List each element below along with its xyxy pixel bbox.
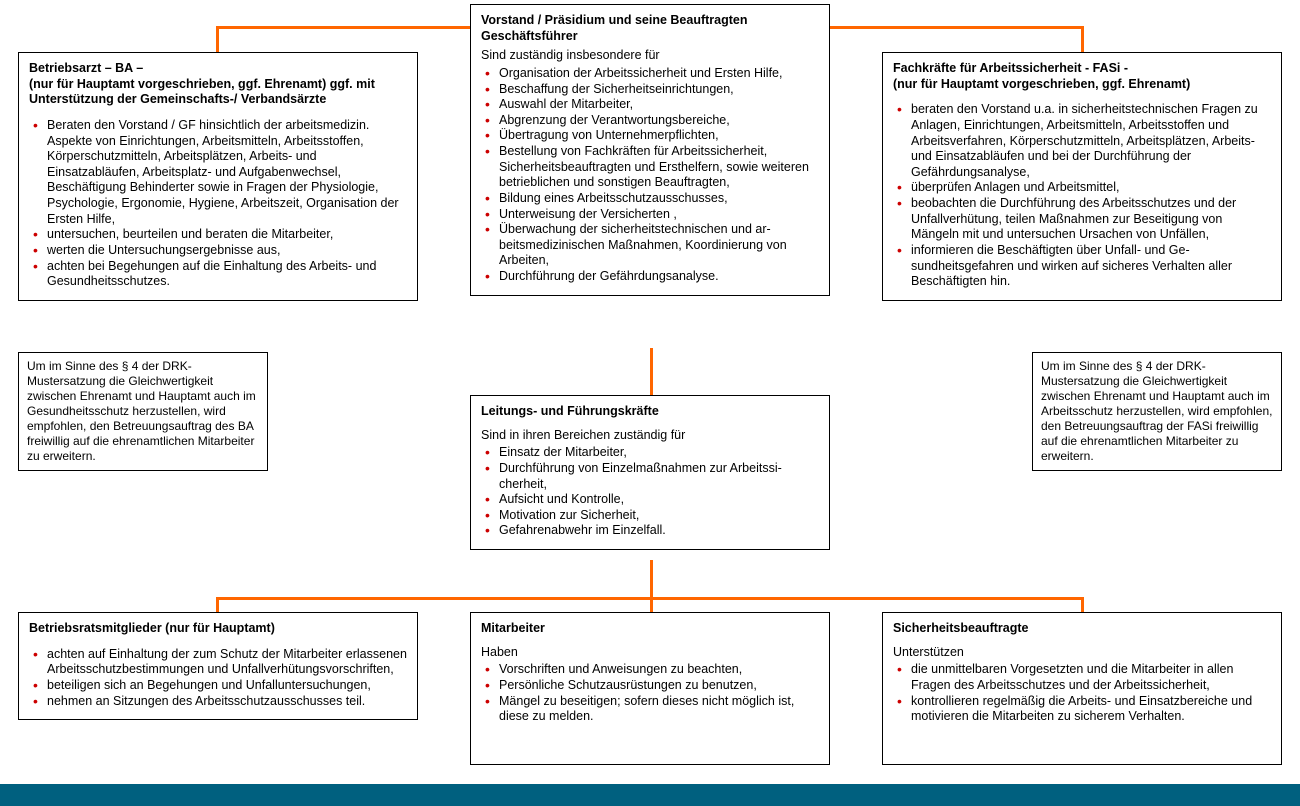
box-mitarbeiter: Mitarbeiter Haben Vorschriften und Anwei… [470, 612, 830, 765]
list-item: Übertragung von Unternehmerpflichten, [481, 128, 819, 144]
list-item: überprüfen Anlagen und Arbeitsmittel, [893, 180, 1271, 196]
sicher-intro: Unterstützen [893, 645, 1271, 661]
fasi-list: beraten den Vorstand u.a. in sicherheits… [893, 102, 1271, 290]
mitarbeiter-list: Vorschriften und Anweisungen zu beachten… [481, 662, 819, 725]
list-item: beobachten die Durchführung des Arbeitss… [893, 196, 1271, 243]
list-item: die unmittelbaren Vorgesetzten und die M… [893, 662, 1271, 693]
ba-title: Betriebsarzt – BA – (nur für Hauptamt vo… [29, 61, 407, 108]
note-ba: Um im Sinne des § 4 der DRK-Mustersatzun… [18, 352, 268, 471]
leitung-title: Leitungs- und Führungskräfte [481, 404, 819, 420]
vorstand-list: Organisation der Arbeitssicherheit und E… [481, 66, 819, 285]
box-vorstand: Vorstand / Präsidium und seine Beauftrag… [470, 4, 830, 296]
leitung-intro: Sind in ihren Bereichen zuständig für [481, 428, 819, 444]
list-item: informieren die Beschäftigten über Unfal… [893, 243, 1271, 290]
list-item: Vorschriften und Anweisungen zu beachten… [481, 662, 819, 678]
list-item: achten auf Einhaltung der zum Schutz der… [29, 647, 407, 678]
box-betriebsrat: Betriebsratsmitglieder (nur für Hauptamt… [18, 612, 418, 720]
betriebsrat-title: Betriebsratsmitglieder (nur für Hauptamt… [29, 621, 407, 637]
list-item: nehmen an Sitzungen des Arbeitsschutzaus… [29, 694, 407, 710]
list-item: achten bei Begehungen auf die Einhaltung… [29, 259, 407, 290]
connector-top-right-v [1081, 26, 1084, 54]
list-item: Überwachung der sicherheitstechnischen u… [481, 222, 819, 269]
connector-top-left-v [216, 26, 219, 54]
sicher-title: Sicherheitsbeauftragte [893, 621, 1271, 637]
list-item: Beraten den Vorstand / GF hinsichtlich d… [29, 118, 407, 227]
box-ba: Betriebsarzt – BA – (nur für Hauptamt vo… [18, 52, 418, 301]
list-item: kontrollieren regelmäßig die Arbeits- un… [893, 694, 1271, 725]
connector-mid-v2 [650, 560, 653, 600]
list-item: Bildung eines Arbeitsschutzausschusses, [481, 191, 819, 207]
list-item: Durchführung von Einzelmaßnahmen zur Arb… [481, 461, 819, 492]
mitarbeiter-title: Mitarbeiter [481, 621, 819, 637]
box-fasi: Fachkräfte für Arbeitssicherheit - FASi … [882, 52, 1282, 301]
list-item: Abgrenzung der Verantwortungsbereiche, [481, 113, 819, 129]
leitung-list: Einsatz der Mitarbeiter, Durchführung vo… [481, 445, 819, 539]
fasi-title: Fachkräfte für Arbeitssicherheit - FASi … [893, 61, 1271, 92]
note-fasi: Um im Sinne des § 4 der DRK-Mustersatzun… [1032, 352, 1282, 471]
list-item: Mängel zu beseitigen; sofern dieses nich… [481, 694, 819, 725]
footer-bar [0, 784, 1300, 806]
list-item: Bestellung von Fachkräften für Arbeitssi… [481, 144, 819, 191]
list-item: beraten den Vorstand u.a. in sicherheits… [893, 102, 1271, 180]
vorstand-intro: Sind zuständig insbesondere für [481, 48, 819, 64]
betriebsrat-list: achten auf Einhaltung der zum Schutz der… [29, 647, 407, 710]
list-item: beteiligen sich an Begehungen und Unfall… [29, 678, 407, 694]
list-item: untersuchen, beurteilen und beraten die … [29, 227, 407, 243]
list-item: Unterweisung der Versicherten , [481, 207, 819, 223]
list-item: Einsatz der Mitarbeiter, [481, 445, 819, 461]
ba-list: Beraten den Vorstand / GF hinsichtlich d… [29, 118, 407, 290]
box-leitung: Leitungs- und Führungskräfte Sind in ihr… [470, 395, 830, 550]
list-item: werten die Untersuchungsergebnisse aus, [29, 243, 407, 259]
list-item: Motivation zur Sicherheit, [481, 508, 819, 524]
list-item: Durchführung der Gefährdungsanalyse. [481, 269, 819, 285]
connector-mid-v1 [650, 348, 653, 398]
list-item: Auswahl der Mitarbeiter, [481, 97, 819, 113]
sicher-list: die unmittelbaren Vorgesetzten und die M… [893, 662, 1271, 725]
vorstand-title: Vorstand / Präsidium und seine Beauftrag… [481, 13, 819, 44]
list-item: Organisation der Arbeitssicherheit und E… [481, 66, 819, 82]
list-item: Aufsicht und Kontrolle, [481, 492, 819, 508]
box-sicherheitsbeauftragte: Sicherheitsbeauftragte Unterstützen die … [882, 612, 1282, 765]
list-item: Persönliche Schutzausrüstungen zu benutz… [481, 678, 819, 694]
mitarbeiter-intro: Haben [481, 645, 819, 661]
list-item: Beschaffung der Sicherheitseinrichtungen… [481, 82, 819, 98]
list-item: Gefahrenabwehr im Einzelfall. [481, 523, 819, 539]
